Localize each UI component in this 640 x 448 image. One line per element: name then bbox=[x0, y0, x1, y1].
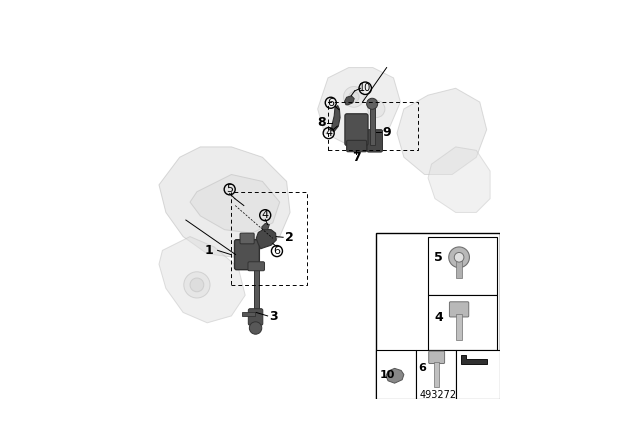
Bar bbox=[428, 295, 497, 350]
Text: 10: 10 bbox=[359, 83, 371, 93]
Circle shape bbox=[190, 278, 204, 292]
FancyBboxPatch shape bbox=[240, 233, 254, 244]
Polygon shape bbox=[386, 368, 404, 383]
Polygon shape bbox=[190, 174, 280, 233]
Text: 4: 4 bbox=[325, 128, 332, 138]
Text: 10: 10 bbox=[380, 370, 395, 379]
FancyBboxPatch shape bbox=[429, 351, 445, 363]
Bar bbox=[456, 350, 500, 399]
Circle shape bbox=[454, 253, 464, 262]
Text: 6: 6 bbox=[273, 246, 280, 256]
Text: 5: 5 bbox=[226, 184, 233, 194]
Polygon shape bbox=[428, 147, 490, 212]
Text: 7: 7 bbox=[352, 151, 361, 164]
Bar bbox=[428, 237, 497, 295]
FancyBboxPatch shape bbox=[347, 140, 367, 152]
Bar bbox=[370, 106, 374, 145]
FancyBboxPatch shape bbox=[248, 309, 263, 325]
Bar bbox=[376, 233, 500, 399]
Polygon shape bbox=[332, 106, 340, 131]
Bar bbox=[416, 350, 456, 399]
Polygon shape bbox=[256, 229, 276, 249]
Bar bbox=[243, 312, 255, 316]
FancyBboxPatch shape bbox=[367, 129, 383, 152]
FancyBboxPatch shape bbox=[449, 302, 468, 317]
Polygon shape bbox=[461, 354, 486, 364]
Polygon shape bbox=[159, 237, 245, 323]
Circle shape bbox=[367, 100, 385, 117]
Text: 5: 5 bbox=[435, 251, 443, 264]
Text: 2: 2 bbox=[285, 231, 293, 244]
FancyBboxPatch shape bbox=[234, 240, 259, 270]
Text: 6: 6 bbox=[419, 363, 427, 373]
Bar bbox=[376, 350, 416, 399]
Polygon shape bbox=[344, 96, 354, 105]
Text: 9: 9 bbox=[383, 125, 391, 138]
Text: 4: 4 bbox=[262, 210, 269, 220]
Circle shape bbox=[344, 86, 364, 107]
Circle shape bbox=[449, 247, 469, 267]
FancyBboxPatch shape bbox=[248, 262, 264, 271]
Polygon shape bbox=[262, 224, 269, 230]
Polygon shape bbox=[159, 147, 290, 257]
Text: 4: 4 bbox=[435, 311, 443, 324]
Text: 493272: 493272 bbox=[420, 390, 457, 400]
Circle shape bbox=[250, 322, 262, 334]
Text: 6: 6 bbox=[327, 98, 334, 108]
Circle shape bbox=[184, 272, 210, 298]
Circle shape bbox=[349, 92, 359, 102]
Text: 1: 1 bbox=[205, 244, 214, 257]
FancyBboxPatch shape bbox=[345, 114, 368, 146]
Polygon shape bbox=[317, 68, 401, 143]
Bar bbox=[456, 262, 462, 278]
Text: 3: 3 bbox=[269, 310, 278, 323]
Polygon shape bbox=[397, 88, 486, 174]
Text: 8: 8 bbox=[317, 116, 326, 129]
Circle shape bbox=[367, 98, 378, 109]
Bar bbox=[434, 362, 440, 387]
Bar bbox=[254, 267, 259, 313]
Bar bbox=[456, 314, 462, 340]
